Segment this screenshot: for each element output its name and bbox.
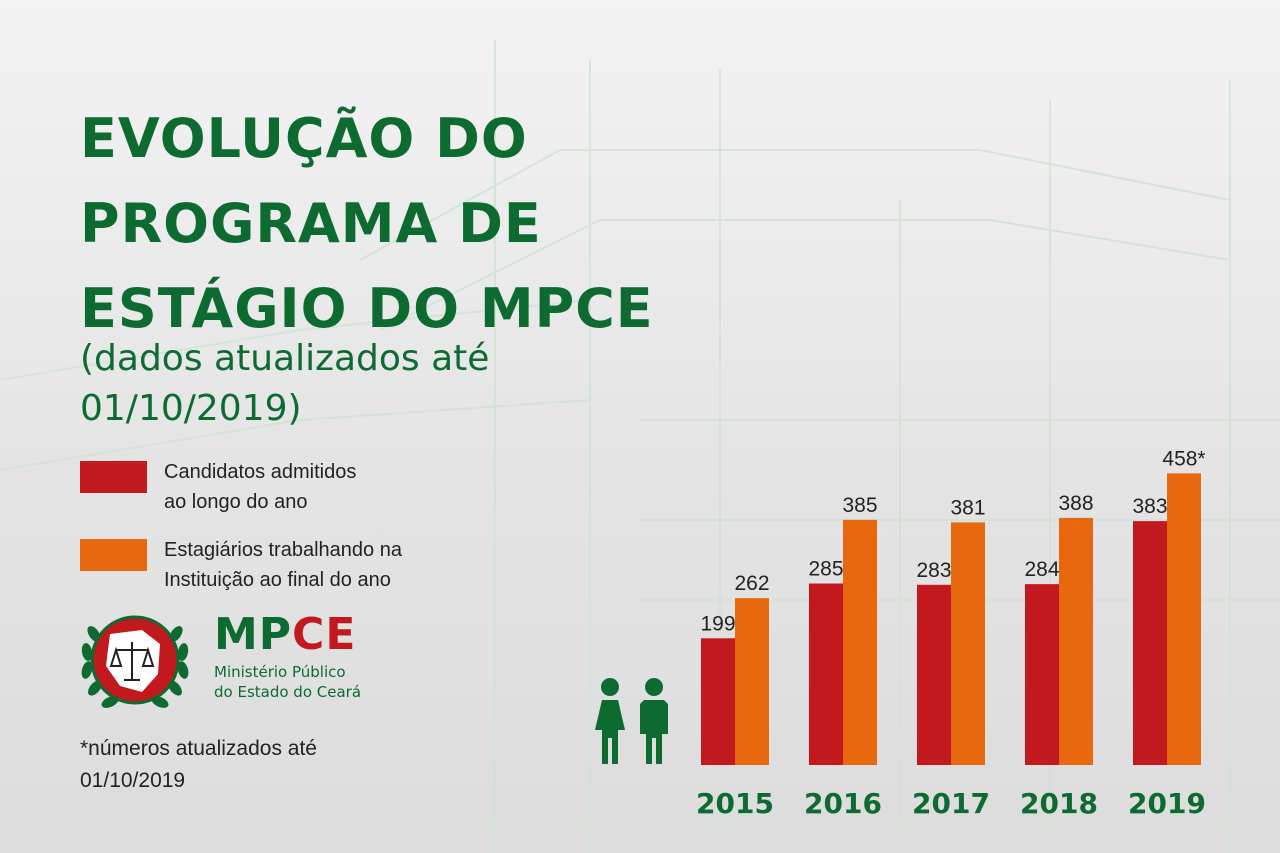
bar-2019-series-1 bbox=[1133, 521, 1167, 765]
bar-2017-series-2 bbox=[951, 522, 985, 765]
data-label-2015-series-2: 262 bbox=[734, 572, 769, 595]
data-label-2018-series-2: 388 bbox=[1058, 492, 1093, 515]
data-label-2016-series-1: 285 bbox=[808, 558, 843, 581]
bar-2015-series-1 bbox=[701, 638, 735, 765]
logo-subtitle: Ministério Público do Estado do Ceará bbox=[214, 662, 384, 702]
data-label-2019-series-1: 383 bbox=[1132, 495, 1167, 518]
mpce-logo: MPCE Ministério Público do Estado do Cea… bbox=[80, 604, 380, 716]
bar-2018-series-1 bbox=[1025, 584, 1059, 765]
data-label-2017-series-1: 283 bbox=[916, 559, 951, 582]
legend-swatch-red bbox=[80, 461, 147, 493]
page-title: EVOLUÇÃO DO PROGRAMA DE ESTÁGIO DO MPCE bbox=[80, 107, 654, 340]
year-label-2017: 2017 bbox=[912, 787, 990, 820]
legend-label-estagiarios: Estagiários trabalhando na Instituição a… bbox=[164, 535, 494, 595]
legend-swatch-orange bbox=[80, 539, 147, 571]
bar-2015-series-2 bbox=[735, 598, 769, 765]
logo-brand: MPCE bbox=[214, 612, 356, 658]
data-label-2019-series-2: 458* bbox=[1162, 447, 1205, 470]
legend-label-admitidos: Candidatos admitidos ao longo do ano bbox=[164, 457, 494, 517]
logo-brand-mp: MP bbox=[214, 609, 293, 660]
mpce-seal-icon bbox=[81, 615, 189, 708]
bar-2016-series-2 bbox=[843, 519, 877, 765]
data-label-2018-series-1: 284 bbox=[1024, 558, 1059, 581]
data-label-2017-series-2: 381 bbox=[950, 496, 985, 519]
data-label-2016-series-2: 385 bbox=[842, 494, 877, 517]
man-woman-icon bbox=[595, 678, 668, 764]
year-label-2016: 2016 bbox=[804, 787, 882, 820]
legend-label-line1: Candidatos admitidos bbox=[164, 461, 357, 483]
logo-line1: Ministério Público bbox=[214, 663, 346, 681]
year-label-2015: 2015 bbox=[696, 787, 774, 820]
legend-label-line2: Instituição ao final do ano bbox=[164, 569, 391, 591]
legend-label-line1: Estagiários trabalhando na bbox=[164, 539, 402, 561]
bar-2018-series-2 bbox=[1059, 517, 1093, 765]
bar-2017-series-1 bbox=[917, 584, 951, 765]
bar-2016-series-1 bbox=[809, 583, 843, 765]
year-label-2018: 2018 bbox=[1020, 787, 1098, 820]
data-label-2015-series-1: 199 bbox=[700, 612, 735, 635]
year-label-2019: 2019 bbox=[1128, 787, 1206, 820]
subtitle: (dados atualizados até 01/10/2019) bbox=[80, 338, 490, 429]
logo-brand-ce: CE bbox=[292, 609, 357, 660]
footnote: *números atualizados até 01/10/2019 bbox=[80, 737, 317, 792]
bar-2019-series-2 bbox=[1167, 473, 1201, 765]
legend-label-line2: ao longo do ano bbox=[164, 491, 308, 513]
logo-line2: do Estado do Ceará bbox=[214, 683, 362, 701]
